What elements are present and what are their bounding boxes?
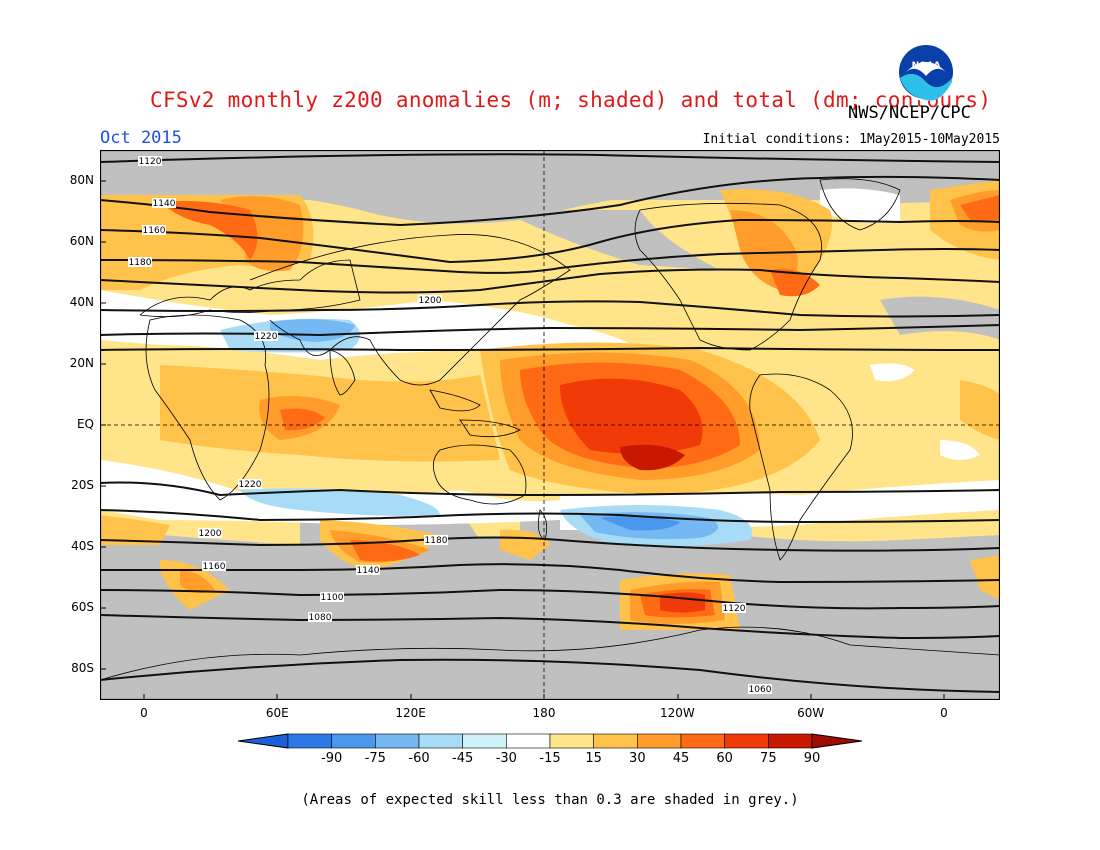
latitude-label: 60N (69, 233, 94, 248)
contour-label: 1100 (321, 593, 344, 603)
z200-anomaly-map: 1120 1140 1160 1180 1200 1220 1220 1200 … (100, 150, 1000, 700)
colorbar-label: -30 (495, 751, 517, 766)
colorbar-box (287, 733, 332, 749)
colorbar-label: -15 (539, 751, 561, 766)
initial-conditions: Initial conditions: 1May2015-10May2015 (702, 132, 1000, 147)
noaa-logo-text: NOAA (912, 61, 941, 71)
contour-label: 1060 (749, 685, 772, 695)
longitude-label: 120E (395, 706, 426, 720)
contour-label: 1220 (255, 332, 278, 342)
noaa-logo-icon: NOAA (897, 43, 955, 101)
contour-label: 1200 (419, 296, 442, 306)
contour-label: 1180 (425, 536, 448, 546)
longitude-label: 0 (940, 706, 948, 720)
longitude-label: 120W (659, 706, 695, 720)
latitude-label: 40N (69, 294, 94, 309)
contour-label: 1140 (357, 566, 380, 576)
colorbar-box (593, 733, 638, 749)
longitude-label: 180 (532, 706, 556, 720)
contour-label: 1160 (203, 562, 226, 572)
colorbar-label: -45 (452, 751, 474, 766)
latitude-label: 40S (71, 539, 94, 554)
contour-label: 1180 (129, 258, 152, 268)
colorbar-box (637, 733, 682, 749)
agency-label: NWS/NCEP/CPC (848, 103, 971, 123)
latitude-label: EQ (76, 417, 94, 431)
axis-ticks (100, 180, 945, 700)
colorbar-box (331, 733, 376, 749)
colorbar-box (418, 733, 463, 749)
skill-footnote: (Areas of expected skill less than 0.3 a… (301, 792, 799, 808)
coastlines (100, 178, 1000, 681)
colorbar-label: 45 (672, 751, 690, 766)
negative-darker-blue-areas (600, 515, 680, 531)
forecast-month: Oct 2015 (100, 128, 182, 148)
positive-dark-red-areas (620, 444, 685, 471)
colorbar-box (375, 733, 420, 749)
contour-label: 1120 (723, 604, 746, 614)
colorbar-box (768, 733, 813, 749)
colorbar-label: 60 (716, 751, 733, 766)
colorbar-label: 90 (803, 751, 821, 766)
colorbar-label: -90 (321, 751, 343, 766)
latitude-label: 20S (71, 478, 94, 493)
colorbar (238, 733, 862, 749)
colorbar-label: 75 (760, 751, 777, 766)
colorbar-box (506, 733, 551, 749)
latitude-label: 80N (69, 172, 94, 187)
contour-label: 1120 (139, 157, 162, 167)
longitude-label: 60E (265, 706, 289, 720)
contour-label: 1200 (199, 529, 222, 539)
longitude-label: 60W (797, 706, 825, 720)
colorbar-label: 15 (585, 751, 602, 766)
contour-label: 1140 (153, 199, 176, 209)
colorbar-box (549, 733, 594, 749)
colorbar-left-arrow (238, 733, 289, 749)
latitude-label: 60S (71, 600, 94, 615)
colorbar-box (680, 733, 725, 749)
map-title: CFSv2 monthly z200 anomalies (m; shaded)… (150, 88, 992, 112)
colorbar-box (462, 733, 507, 749)
latitude-label: 80S (71, 661, 94, 676)
height-contours (100, 153, 1000, 693)
contour-label: 1220 (239, 480, 262, 490)
contour-labels: 1120 1140 1160 1180 1200 1220 1220 1200 … (128, 156, 772, 695)
colorbar-label: -60 (408, 751, 430, 766)
colorbar-right-arrow (811, 733, 862, 749)
contour-label: 1080 (309, 613, 332, 623)
colorbar-label: 30 (629, 751, 646, 766)
positive-red-areas (560, 378, 705, 613)
colorbar-label: -75 (364, 751, 386, 766)
colorbar-box (724, 733, 769, 749)
longitude-label: 0 (140, 706, 148, 720)
contour-label: 1160 (143, 226, 166, 236)
latitude-label: 20N (69, 355, 94, 370)
